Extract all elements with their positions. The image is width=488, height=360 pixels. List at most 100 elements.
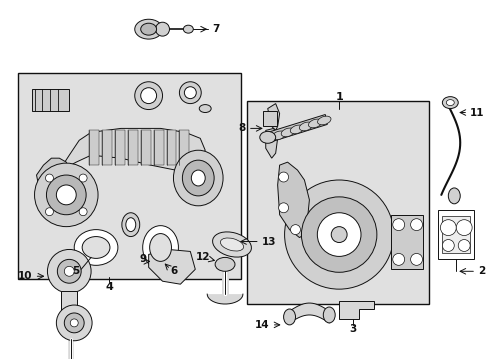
Ellipse shape [442,96,457,109]
Ellipse shape [281,128,294,137]
Text: 9: 9 [139,255,146,264]
Ellipse shape [283,309,295,325]
Ellipse shape [149,234,171,261]
Polygon shape [277,162,309,238]
Text: 4: 4 [105,282,113,292]
Ellipse shape [410,253,422,265]
Ellipse shape [47,249,91,293]
Ellipse shape [442,239,453,251]
Ellipse shape [323,307,334,323]
Ellipse shape [392,219,404,231]
Ellipse shape [45,208,53,216]
Bar [262,111,276,126]
Ellipse shape [299,122,312,131]
Ellipse shape [317,116,330,125]
Ellipse shape [215,257,235,271]
Ellipse shape [278,203,288,213]
Ellipse shape [183,25,193,33]
Ellipse shape [179,82,201,104]
Text: 1: 1 [335,92,343,102]
Text: 3: 3 [349,324,356,334]
Polygon shape [102,130,112,165]
Ellipse shape [122,213,140,237]
Ellipse shape [191,170,205,186]
Ellipse shape [141,88,156,104]
Ellipse shape [457,239,469,251]
Ellipse shape [64,313,84,333]
Polygon shape [127,130,138,165]
Ellipse shape [199,105,211,113]
Ellipse shape [220,238,243,251]
Ellipse shape [330,227,346,243]
Bar [390,215,422,269]
Ellipse shape [56,185,76,205]
Polygon shape [267,114,326,142]
Text: 11: 11 [469,108,484,117]
Bar [32,89,69,111]
Ellipse shape [455,220,471,235]
Polygon shape [115,130,124,165]
Ellipse shape [35,163,98,227]
Ellipse shape [141,23,156,35]
Ellipse shape [447,188,459,204]
Ellipse shape [284,180,393,289]
Polygon shape [265,129,277,158]
Ellipse shape [392,253,404,265]
Ellipse shape [182,160,214,196]
Polygon shape [339,301,373,319]
Text: 10: 10 [18,271,33,281]
Bar [61,291,77,311]
Ellipse shape [79,174,87,182]
Ellipse shape [212,232,251,257]
Polygon shape [179,130,189,165]
Bar [18,73,241,279]
Ellipse shape [271,131,285,140]
Ellipse shape [70,319,78,327]
Ellipse shape [173,150,223,206]
Bar [438,210,473,260]
Polygon shape [37,158,71,218]
Text: 12: 12 [195,252,210,262]
Ellipse shape [46,175,86,215]
Ellipse shape [57,260,81,283]
Polygon shape [166,130,176,165]
Text: 13: 13 [261,237,276,247]
Ellipse shape [135,82,162,109]
Ellipse shape [410,219,422,231]
Ellipse shape [155,22,169,36]
Bar [246,100,428,304]
Polygon shape [56,129,205,175]
Ellipse shape [79,208,87,216]
Ellipse shape [290,125,303,134]
Ellipse shape [56,305,92,341]
Ellipse shape [259,131,275,143]
Polygon shape [153,130,163,165]
Text: 5: 5 [72,266,79,276]
Ellipse shape [308,119,321,128]
Text: 7: 7 [212,24,219,34]
Ellipse shape [64,266,74,276]
Text: 8: 8 [238,123,245,134]
Ellipse shape [135,19,162,39]
Ellipse shape [142,226,178,269]
Ellipse shape [278,172,288,182]
Polygon shape [89,130,99,165]
Ellipse shape [45,174,53,182]
Ellipse shape [125,218,136,231]
Text: 2: 2 [477,266,485,276]
Ellipse shape [263,134,276,143]
Ellipse shape [301,197,376,272]
Text: 6: 6 [170,266,177,276]
Ellipse shape [82,237,110,258]
Ellipse shape [290,225,300,235]
Polygon shape [148,249,195,284]
Ellipse shape [184,87,196,99]
Polygon shape [141,130,150,165]
Ellipse shape [440,220,455,235]
Ellipse shape [446,100,453,105]
Bar [442,216,469,253]
Ellipse shape [74,230,118,265]
Text: 14: 14 [255,320,269,330]
Ellipse shape [317,213,360,256]
Polygon shape [267,104,279,130]
